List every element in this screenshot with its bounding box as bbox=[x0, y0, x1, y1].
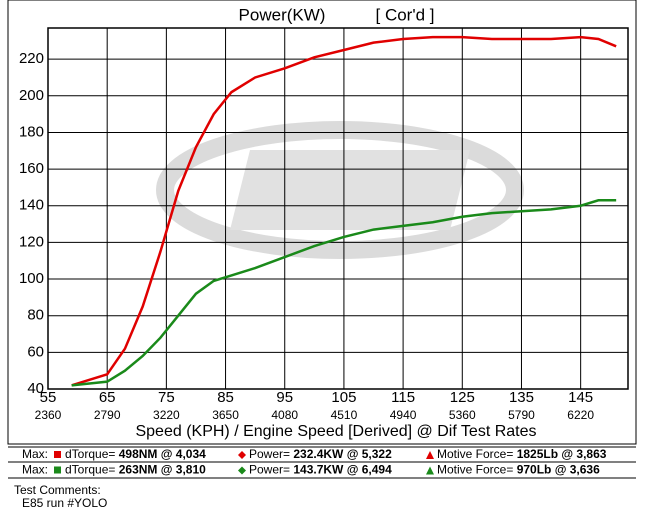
x-tick-label: 105 bbox=[331, 389, 356, 406]
x-tick-label: 75 bbox=[158, 389, 175, 406]
legend-item-value: 498NM @ 4,034 bbox=[119, 447, 206, 461]
x-tick-label: 145 bbox=[568, 389, 593, 406]
x-tick-label: 65 bbox=[99, 389, 116, 406]
x-axis-label: Speed (KPH) / Engine Speed [Derived] @ D… bbox=[135, 423, 536, 440]
legend-item-name: dTorque= bbox=[65, 463, 119, 477]
legend-marker bbox=[238, 466, 246, 475]
legend-item-name: Motive Force= bbox=[437, 463, 517, 477]
watermark bbox=[156, 121, 524, 259]
x-secondary-label: 3650 bbox=[212, 408, 239, 422]
x-secondary-label: 4080 bbox=[271, 408, 298, 422]
y-tick-label: 120 bbox=[19, 233, 44, 250]
x-tick-label: 135 bbox=[509, 389, 534, 406]
legend-marker bbox=[426, 466, 434, 475]
y-tick-label: 220 bbox=[19, 50, 44, 67]
x-tick-label: 125 bbox=[450, 389, 475, 406]
legend-item-value: 232.4KW @ 5,322 bbox=[293, 447, 392, 461]
chart-frame bbox=[7, 0, 637, 445]
y-tick-label: 80 bbox=[27, 307, 44, 324]
comments-heading: Test Comments: bbox=[14, 483, 101, 497]
legend-item: dTorque= 498NM @ 4,034 bbox=[65, 447, 206, 461]
legend-item-name: Motive Force= bbox=[437, 447, 517, 461]
x-secondary-label: 2790 bbox=[94, 408, 121, 422]
chart-subtitle: [ Cor'd ] bbox=[376, 5, 435, 24]
y-tick-label: 200 bbox=[19, 87, 44, 104]
legend-item: Motive Force= 970Lb @ 3,636 bbox=[437, 463, 600, 477]
legend-item-value: 970Lb @ 3,636 bbox=[517, 463, 600, 477]
y-tick-label: 40 bbox=[27, 380, 44, 397]
legend-item-name: Power= bbox=[249, 463, 293, 477]
legend-row-label: Max: bbox=[22, 463, 48, 477]
x-secondary-label: 2360 bbox=[35, 408, 62, 422]
data-line bbox=[71, 199, 617, 387]
legend-item-value: 1825Lb @ 3,863 bbox=[517, 447, 607, 461]
legend-item: Power= 143.7KW @ 6,494 bbox=[249, 463, 392, 477]
y-tick-label: 180 bbox=[19, 123, 44, 140]
y-tick-label: 100 bbox=[19, 270, 44, 287]
y-tick-label: 140 bbox=[19, 197, 44, 214]
x-secondary-label: 5360 bbox=[449, 408, 476, 422]
legend-item-value: 143.7KW @ 6,494 bbox=[293, 463, 392, 477]
x-tick-label: 85 bbox=[217, 389, 234, 406]
legend-marker bbox=[238, 451, 246, 459]
data-line bbox=[71, 35, 617, 387]
legend-item-name: Power= bbox=[249, 447, 293, 461]
y-tick-label: 160 bbox=[19, 160, 44, 177]
x-secondary-label: 5790 bbox=[508, 408, 535, 422]
x-tick-label: 115 bbox=[391, 389, 415, 406]
x-secondary-label: 4940 bbox=[390, 408, 417, 422]
legend-item-name: dTorque= bbox=[65, 447, 119, 461]
legend-item: dTorque= 263NM @ 3,810 bbox=[65, 463, 206, 477]
legend-row-label: Max: bbox=[22, 447, 48, 461]
legend-item-value: 263NM @ 3,810 bbox=[119, 463, 206, 477]
x-secondary-label: 3220 bbox=[153, 408, 180, 422]
legend-marker bbox=[54, 451, 61, 458]
chart-title: Power(KW) bbox=[239, 5, 326, 24]
legend-item: Power= 232.4KW @ 5,322 bbox=[249, 447, 392, 461]
legend-marker bbox=[426, 451, 434, 459]
x-tick-label: 55 bbox=[40, 389, 57, 406]
x-tick-label: 95 bbox=[276, 389, 293, 406]
y-tick-label: 60 bbox=[27, 343, 44, 360]
legend-marker bbox=[54, 466, 61, 474]
legend-item: Motive Force= 1825Lb @ 3,863 bbox=[437, 447, 607, 461]
x-secondary-label: 4510 bbox=[331, 408, 358, 422]
x-secondary-label: 6220 bbox=[567, 408, 594, 422]
comments-text: E85 run #YOLO bbox=[22, 496, 107, 510]
